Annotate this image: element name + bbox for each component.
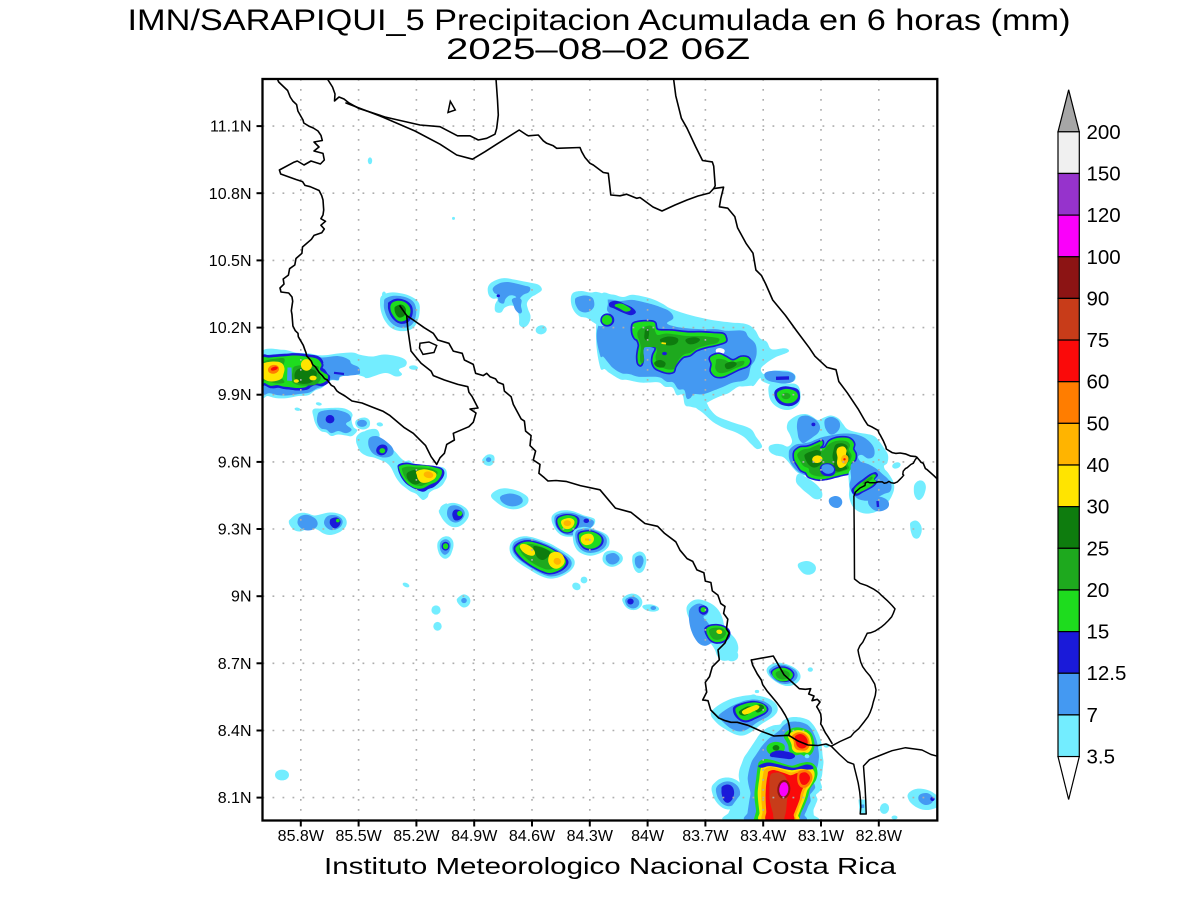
svg-text:15: 15 [1087,621,1110,644]
svg-text:IMN/SARAPIQUI_5 Precipitacion: IMN/SARAPIQUI_5 Precipitacion Acumulada … [128,4,1071,37]
svg-text:9N: 9N [231,589,251,606]
svg-text:7: 7 [1087,704,1098,727]
svg-text:150: 150 [1087,163,1121,186]
svg-text:83.1W: 83.1W [798,828,845,845]
svg-text:100: 100 [1087,246,1121,269]
svg-text:8.7N: 8.7N [218,656,252,673]
svg-text:83.7W: 83.7W [682,828,729,845]
svg-text:10.2N: 10.2N [209,320,252,337]
svg-text:20: 20 [1087,579,1110,602]
svg-text:10.5N: 10.5N [209,253,252,270]
svg-text:84.9W: 84.9W [451,828,498,845]
svg-text:2025–08–02 06Z: 2025–08–02 06Z [446,33,750,66]
svg-text:10.8N: 10.8N [209,186,252,203]
svg-text:30: 30 [1087,496,1110,519]
svg-text:84.6W: 84.6W [509,828,556,845]
svg-text:40: 40 [1087,454,1110,477]
svg-text:84.3W: 84.3W [567,828,614,845]
svg-text:84W: 84W [631,828,665,845]
svg-text:85.8W: 85.8W [278,828,325,845]
svg-text:11.1N: 11.1N [210,119,252,136]
svg-text:25: 25 [1087,537,1110,560]
svg-text:12.5: 12.5 [1087,662,1127,685]
svg-text:82.8W: 82.8W [856,828,903,845]
svg-text:Instituto Meteorologico Nacion: Instituto Meteorologico Nacional Costa R… [324,853,896,879]
svg-text:90: 90 [1087,287,1110,310]
svg-text:83.4W: 83.4W [740,828,787,845]
svg-text:85.2W: 85.2W [393,828,440,845]
svg-text:9.6N: 9.6N [218,454,252,471]
svg-text:8.1N: 8.1N [218,790,252,807]
svg-text:200: 200 [1087,121,1121,144]
svg-text:85.5W: 85.5W [335,828,382,845]
svg-text:60: 60 [1087,371,1110,394]
svg-text:3.5: 3.5 [1087,746,1116,769]
svg-text:50: 50 [1087,412,1110,435]
svg-text:120: 120 [1087,204,1121,227]
svg-text:9.3N: 9.3N [218,522,252,539]
svg-text:8.4N: 8.4N [218,723,252,740]
svg-text:9.9N: 9.9N [218,387,252,404]
svg-text:75: 75 [1087,329,1110,352]
